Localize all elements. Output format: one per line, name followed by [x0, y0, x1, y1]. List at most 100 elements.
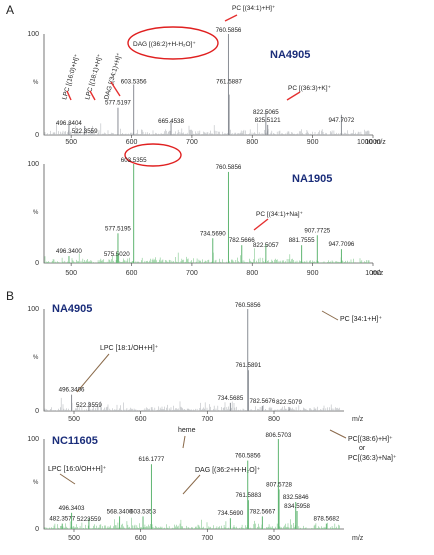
arrow-pc-36-3	[286, 91, 301, 101]
arrow-lpc-16-0	[66, 90, 72, 101]
annot-dag-36-2-b: DAG [(36:2+H-H₂O]⁺	[195, 467, 261, 474]
annot-or: or	[359, 445, 366, 452]
chart-4-peak-label-4: 603.5353	[130, 508, 156, 515]
spectrum-2: NA1905 100 0 % m/z 500 600 700 800 900 1…	[27, 143, 384, 277]
chart-2-peak-label-4: 734.5690	[200, 230, 226, 237]
chart-4-sample-label: NC11605	[52, 435, 98, 447]
chart-4-xtick-700: 700	[201, 535, 213, 542]
chart-4-xtick-800: 800	[268, 535, 280, 542]
chart-3-peak-label-0: 496.3406	[59, 387, 85, 394]
arrow-lpc-16-0-oh	[59, 473, 76, 485]
chart-2-xtick-900: 900	[307, 270, 319, 277]
chart-1-ytick-0: 0	[35, 132, 39, 139]
annot-pc-34-1-na: PC [(34:1)+Na]⁺	[256, 211, 304, 218]
arrow-lpc-18-1-oh	[76, 353, 110, 393]
chart-4-peak-label-13: 834.5958	[284, 503, 310, 510]
chart-4-peak-label-10: 806.5703	[265, 432, 291, 439]
chart-3-xtick-700: 700	[201, 416, 213, 423]
chart-1-xtick-900: 900	[307, 139, 319, 146]
arrow-dag-34-1	[110, 81, 121, 97]
chart-2-xunit: m/z	[372, 270, 384, 277]
chart-2-peak-label-6: 782.5666	[229, 237, 255, 244]
annot-dag-36-2: DAG [(36:2)+H-H₂O]⁺	[133, 41, 196, 48]
annot-heme: heme	[178, 427, 196, 434]
chart-1-xtick-1000: 1000	[365, 139, 381, 146]
chart-4-peak-label-8: 761.5883	[235, 492, 261, 499]
chart-3-peak-label-1: 522.3559	[76, 402, 102, 409]
spectrum-1: NA4905 100 0 % 1000 m/z 500 600 700 800 …	[27, 5, 386, 146]
chart-1-peak-label-8: 825.5121	[255, 117, 281, 124]
arrow-heme	[182, 435, 186, 449]
chart-2-sample-label: NA1905	[292, 173, 332, 185]
chart-1-peak-label-4: 665.4538	[158, 118, 184, 125]
chart-1-xtick-500: 500	[65, 139, 77, 146]
chart-2-peak-label-2: 577.5195	[105, 225, 131, 232]
chart-3-peak-label-2: 734.5685	[217, 395, 243, 402]
panel-label-a: A	[6, 3, 14, 17]
chart-4-ytick-100: 100	[27, 436, 39, 443]
chart-4-peak-label-9: 782.5667	[249, 508, 275, 515]
chart-4-ytick-0: 0	[35, 526, 39, 533]
chart-4-ylabel: %	[33, 480, 39, 486]
chart-2-peak-label-3: 603.5355	[121, 157, 147, 164]
chart-4-peak-label-1: 496.3403	[59, 505, 85, 512]
annot-lpc-18-1-oh: LPC [18:1/OH+H]⁺	[100, 345, 159, 352]
annot-lpc-18-1: LPC [(18:1)+H]⁺	[84, 53, 104, 101]
chart-3-xunit: m/z	[352, 416, 364, 423]
annot-pc-36-3: PC [(36:3)+K]⁺	[288, 85, 332, 92]
chart-3-xtick-500: 500	[68, 416, 80, 423]
chart-2-noise	[44, 248, 370, 263]
chart-3-xtick-600: 600	[135, 416, 147, 423]
annot-pc-36-3-na: PC[(36:3)+Na]⁺	[348, 455, 397, 462]
chart-1-ylabel: %	[33, 80, 39, 86]
chart-4-xtick-600: 600	[135, 535, 147, 542]
chart-3-ylabel: %	[33, 355, 39, 361]
arrow-dag-36-2-b	[182, 474, 201, 495]
panel-label-b: B	[6, 289, 14, 303]
spectrum-3: NA4905 100 0 % m/z 500 600 700 800 LPC […	[27, 302, 382, 423]
annot-lpc-16-0-oh: LPC [16:0/OH+H]⁺	[48, 466, 107, 473]
chart-3-peak-label-3: 760.5856	[235, 302, 261, 309]
annot-pc-34-1-h: PC [34:1+H]⁺	[340, 316, 382, 323]
ring-603	[124, 143, 182, 167]
chart-3-ytick-0: 0	[35, 408, 39, 415]
chart-2-xtick-800: 800	[246, 270, 258, 277]
chart-2-peak-label-5: 760.5856	[216, 164, 242, 171]
chart-4-xtick-500: 500	[68, 535, 80, 542]
chart-2-ytick-0: 0	[35, 260, 39, 267]
arrow-pc-34-1	[224, 14, 238, 22]
annot-lpc-16-0: LPC [(16:0)+H]⁺	[61, 53, 81, 101]
chart-4-peak-label-5: 616.1777	[139, 456, 165, 463]
chart-2-xtick-1000: 1000	[365, 270, 381, 277]
chart-1-ytick-100: 100	[27, 31, 39, 38]
arrow-lpc-18-1	[89, 90, 96, 101]
chart-4-peak-label-7: 760.5856	[235, 453, 261, 460]
chart-1-xtick-700: 700	[186, 139, 198, 146]
spectrum-4: NC11605 100 0 % m/z 500 600 700 800 LPC …	[27, 427, 397, 542]
chart-4-xunit: m/z	[352, 535, 364, 542]
chart-1-peak-label-0: 496.3404	[56, 120, 82, 127]
chart-1-peak-label-7: 822.5065	[253, 109, 279, 116]
chart-3-xtick-800: 800	[268, 416, 280, 423]
annot-pc-34-1: PC [(34:1)+H]⁺	[232, 5, 276, 12]
chart-3-peak-label-4: 761.5891	[235, 362, 261, 369]
chart-1-sample-label: NA4905	[270, 49, 310, 61]
chart-3-sample-label: NA4905	[52, 303, 92, 315]
chart-1-peak-label-5: 760.5856	[216, 27, 242, 34]
chart-2-peak-label-1: 575.5020	[104, 251, 130, 258]
chart-4-peak-label-11: 807.5728	[266, 481, 292, 488]
chart-2-xtick-700: 700	[186, 270, 198, 277]
chart-2-xtick-600: 600	[126, 270, 138, 277]
arrow-pc-34-1-na	[253, 218, 269, 231]
chart-1-peak-label-6: 761.5887	[216, 79, 242, 86]
chart-1-peak-label-9: 947.7072	[329, 117, 355, 124]
chart-2-peak-label-0: 496.3400	[56, 248, 82, 255]
chart-1-axes	[43, 34, 373, 136]
chart-2-ytick-100: 100	[27, 161, 39, 168]
chart-1-peak-label-2: 577.5197	[105, 100, 131, 107]
chart-1-xunit: 1000 m/z	[357, 139, 386, 146]
chart-4-peak-label-0: 482.3577	[49, 516, 75, 523]
chart-3-peak-label-5: 782.5676	[249, 398, 275, 405]
chart-2-ylabel: %	[33, 210, 39, 216]
